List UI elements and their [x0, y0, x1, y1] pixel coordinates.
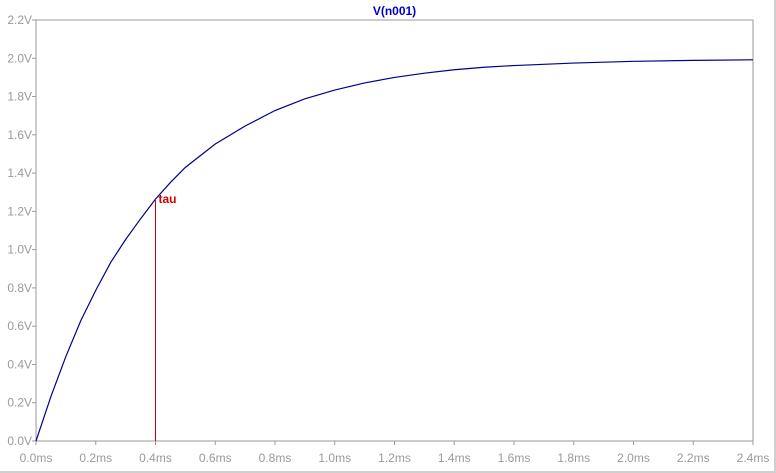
y-tick-label: 0.8V: [7, 281, 32, 295]
x-tick-label: 1.6ms: [498, 451, 531, 465]
y-tick-label: 1.6V: [7, 128, 32, 142]
y-tick-label: 0.4V: [7, 357, 32, 371]
series-layer: [35, 59, 754, 442]
x-tick-label: 1.4ms: [438, 451, 471, 465]
x-tick-label: 0.6ms: [199, 451, 232, 465]
y-tick-label: 0.6V: [7, 319, 32, 333]
y-tick-label: 1.0V: [7, 243, 32, 257]
y-axis: 0.0V 0.2V 0.4V 0.6V 0.8V 1.0V 1.2V 1.4V 1.6V 1.8V…: [7, 13, 36, 448]
y-tick-label: 2.0V: [7, 51, 32, 65]
x-tick-label: 0.8ms: [259, 451, 292, 465]
y-tick-label: 1.2V: [7, 204, 32, 218]
chart-title: V(n001): [373, 4, 416, 18]
annotation-layer: tau: [155, 192, 177, 441]
x-tick-label: 2.4ms: [737, 451, 770, 465]
x-tick-label: 1.0ms: [318, 451, 351, 465]
x-tick-label: 1.8ms: [557, 451, 590, 465]
x-axis: 0.0ms 0.2ms 0.4ms 0.6ms 0.8ms 1.0ms 1.2ms 1.4ms…: [20, 441, 770, 465]
y-tick-label: 1.8V: [7, 90, 32, 104]
x-tick-label: 2.0ms: [617, 451, 650, 465]
x-tick-label: 2.2ms: [677, 451, 710, 465]
y-tick-label: 0.2V: [7, 396, 32, 410]
plot-area[interactable]: [35, 19, 754, 442]
x-tick-label: 0.4ms: [139, 451, 172, 465]
y-tick-label: 2.2V: [7, 13, 32, 27]
series-line-vn001: [35, 59, 754, 442]
tau-label: tau: [159, 192, 177, 206]
x-tick-label: 1.2ms: [378, 451, 411, 465]
x-tick-label: 0.0ms: [20, 451, 53, 465]
y-tick-label: 1.4V: [7, 166, 32, 180]
x-tick-label: 0.2ms: [79, 451, 112, 465]
y-tick-label: 0.0V: [7, 434, 32, 448]
